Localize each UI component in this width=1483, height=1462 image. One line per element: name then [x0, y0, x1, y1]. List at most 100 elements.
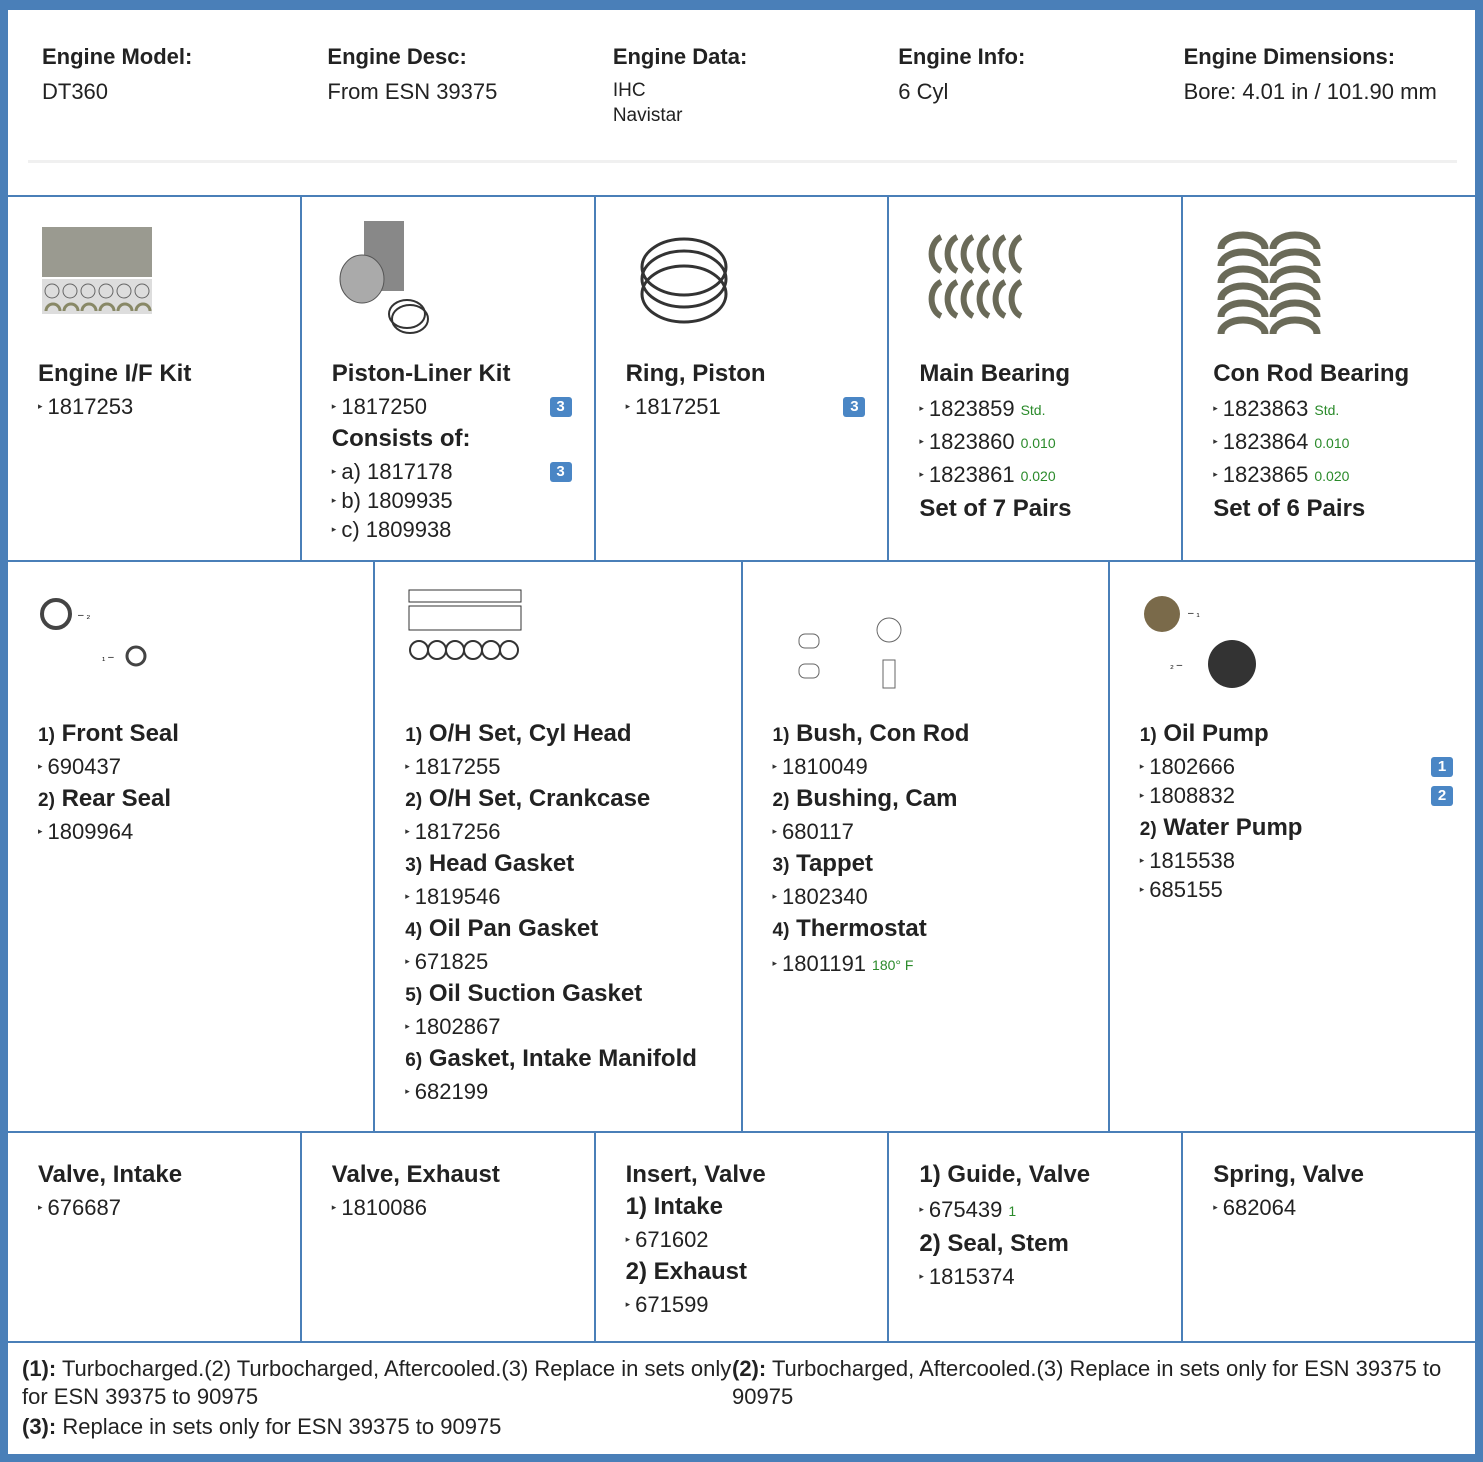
part-number[interactable]: 1802666: [1149, 754, 1235, 779]
part-number[interactable]: b) 1809935: [341, 488, 453, 513]
part-number[interactable]: 1817253: [47, 394, 134, 419]
group-name: Oil Suction Gasket: [428, 980, 643, 1007]
part-note: 180° F: [872, 957, 914, 973]
part-number[interactable]: 671599: [635, 1292, 709, 1317]
part-number[interactable]: 1801191: [782, 951, 867, 976]
part-group: 3) Head Gasket ▸ 1819546: [405, 850, 718, 911]
footnote-label: (2):: [732, 1356, 767, 1381]
part-number[interactable]: 671602: [635, 1227, 709, 1252]
group-title: Engine I/F Kit: [38, 360, 278, 388]
part-number[interactable]: 685155: [1149, 877, 1223, 902]
part-number[interactable]: 682199: [414, 1079, 489, 1104]
part-number[interactable]: 690437: [47, 754, 121, 779]
footnote-badge[interactable]: 3: [549, 396, 572, 417]
part-number[interactable]: 1819546: [414, 884, 501, 909]
part-group: 2) O/H Set, Crankcase ▸ 1817256: [405, 785, 718, 846]
part-line: ▸ 671825: [405, 947, 718, 976]
part-number[interactable]: 1810086: [341, 1195, 427, 1220]
group-name: Valve, Exhaust: [331, 1161, 500, 1188]
part-number[interactable]: 1815374: [928, 1264, 1015, 1289]
part-group: Ring, Piston ▸ 1817251 3: [626, 360, 866, 421]
part-line: ▸ 1802666 1: [1140, 752, 1453, 781]
part-line: ▸ 675439 1: [919, 1193, 1159, 1226]
group-name: Con Rod Bearing: [1213, 360, 1410, 387]
part-number[interactable]: 1823864: [1222, 429, 1309, 454]
part-card: 1) O/H Set, Cyl Head ▸ 1817255 2) O/H Set, …: [375, 562, 743, 1131]
part-number[interactable]: 1823859: [928, 396, 1015, 421]
footnote: (1): Turbocharged.(2) Turbocharged, Afte…: [22, 1355, 732, 1413]
part-number[interactable]: 1823861: [928, 462, 1015, 487]
group-title: 2) O/H Set, Crankcase: [405, 785, 718, 813]
part-number[interactable]: 1823865: [1222, 462, 1309, 487]
part-number[interactable]: 671825: [414, 949, 489, 974]
bullet: ▸: [1139, 855, 1145, 865]
footnote-label: (1):: [22, 1356, 57, 1381]
field-value: 6 Cyl: [898, 79, 949, 104]
part-card: 1) Guide, Valve ▸ 675439 1 2) Seal, Stem ▸ 181…: [889, 1133, 1184, 1341]
footnote-badge[interactable]: 3: [549, 461, 572, 482]
part-number[interactable]: 680117: [782, 819, 854, 844]
footnote-badge[interactable]: 1: [1431, 756, 1453, 777]
part-number[interactable]: 676687: [47, 1195, 121, 1220]
part-number[interactable]: 1810049: [782, 754, 868, 779]
group-title: Con Rod Bearing: [1213, 360, 1453, 388]
field-value: IHC: [612, 80, 646, 101]
group-index: 2): [405, 790, 423, 811]
bullet: ▸: [405, 761, 410, 771]
part-number[interactable]: 1823863: [1222, 396, 1309, 421]
part-number[interactable]: 1817255: [414, 754, 501, 779]
part-number[interactable]: 1815538: [1149, 848, 1235, 873]
group-name: Insert, Valve: [625, 1161, 766, 1188]
part-number[interactable]: 1802867: [414, 1014, 501, 1039]
part-number[interactable]: 1808832: [1149, 783, 1235, 808]
part-number[interactable]: 1817250: [341, 394, 427, 419]
bullet: ▸: [919, 469, 924, 479]
group-name: Valve, Intake: [38, 1161, 183, 1188]
part-note: 0.010: [1314, 435, 1350, 451]
header-field: Engine Info: 6 Cyl: [884, 44, 1169, 195]
part-group: Con Rod Bearing ▸ 1823863 Std. ▸ 1823864 0.010…: [1213, 360, 1453, 491]
part-line: ▸ b) 1809935: [332, 486, 572, 515]
part-number[interactable]: 682064: [1222, 1195, 1297, 1220]
part-image: [408, 589, 522, 660]
group-index: 3): [772, 855, 790, 876]
group-title: Valve, Exhaust: [332, 1161, 572, 1189]
bullet: ▸: [919, 436, 924, 446]
part-number[interactable]: 1817256: [414, 819, 501, 844]
part-line: ▸ 682199: [405, 1077, 718, 1106]
parts-row: Engine I/F Kit ▸ 1817253 Piston-Liner Kit ▸ 1…: [8, 197, 1475, 562]
part-number[interactable]: 1823860: [928, 429, 1015, 454]
group-index: 1): [1139, 725, 1157, 746]
bullet: ▸: [772, 891, 778, 901]
part-group: 2) Rear Seal ▸ 1809964: [38, 785, 351, 846]
part-line: ▸ 1823861 0.020: [919, 458, 1159, 491]
field-label: Engine Model:: [42, 44, 193, 69]
bullet: ▸: [919, 403, 924, 413]
bullet: ▸: [1139, 884, 1145, 894]
bullet: ▸: [331, 401, 337, 411]
part-card: Valve, Intake ▸ 676687: [8, 1133, 302, 1341]
part-number[interactable]: c) 1809938: [341, 517, 452, 542]
parts-row: Valve, Intake ▸ 676687 Valve, Exhaust ▸ 18100…: [8, 1133, 1475, 1343]
footnote-badge[interactable]: 3: [843, 396, 866, 417]
group-title: Piston-Liner Kit: [332, 360, 572, 388]
part-number[interactable]: 675439: [928, 1197, 1003, 1222]
part-line: ▸ 1819546: [405, 882, 718, 911]
group-index: 2): [772, 790, 790, 811]
part-number[interactable]: 1809964: [47, 819, 134, 844]
footnote-badge[interactable]: 2: [1431, 785, 1453, 806]
part-number[interactable]: 1802340: [782, 884, 868, 909]
part-line: ▸ 671599: [626, 1290, 866, 1319]
part-group: 4) Oil Pan Gasket ▸ 671825: [405, 915, 718, 976]
group-title: 3) Tappet: [773, 850, 1086, 878]
part-number[interactable]: 1817251: [635, 394, 721, 419]
footnote: (3): Replace in sets only for ESN 39375 …: [22, 1413, 1461, 1443]
part-number[interactable]: a) 1817178: [341, 459, 453, 484]
part-line: ▸ 1823864 0.010: [1213, 425, 1453, 458]
group-title: 2) Seal, Stem: [919, 1230, 1159, 1258]
part-note: Std.: [1020, 402, 1046, 418]
bullet: ▸: [38, 761, 43, 771]
part-line: ▸ 1815538: [1140, 846, 1453, 875]
group-title: Insert, Valve: [626, 1161, 866, 1189]
